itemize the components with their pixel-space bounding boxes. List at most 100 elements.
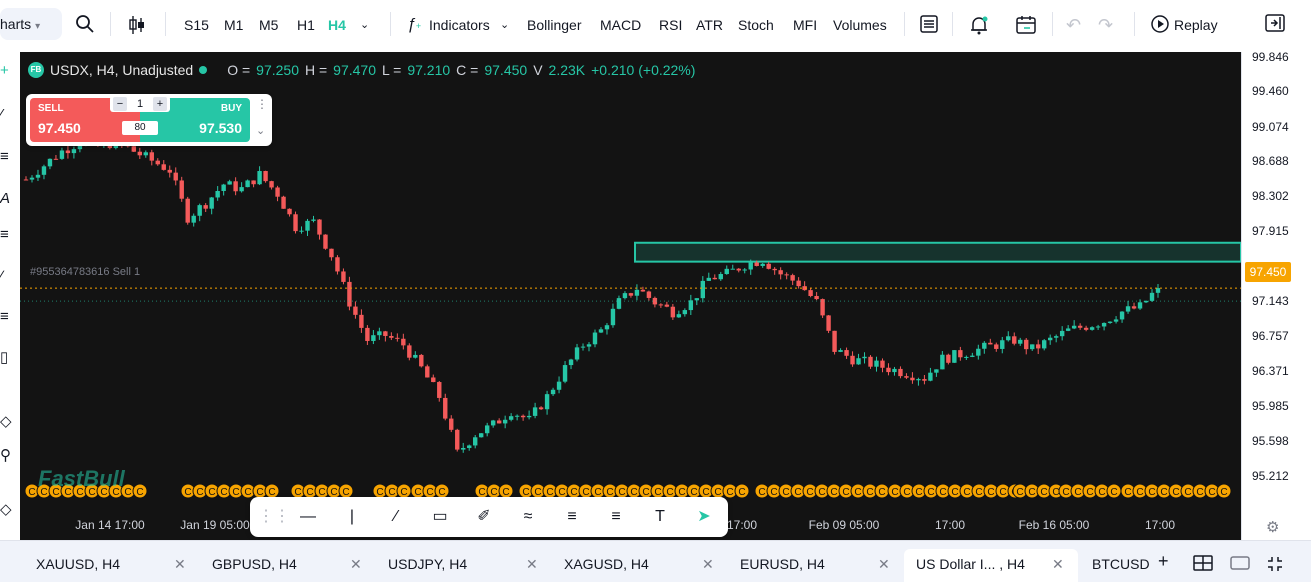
tab-xagusd[interactable]: XAGUSD, H4 ✕ (552, 549, 728, 583)
tab-xauusd[interactable]: XAUUSD, H4 ✕ (24, 549, 200, 583)
timeframe-s15[interactable]: S15 (184, 17, 209, 33)
calendar-replay-icon[interactable] (1015, 14, 1037, 36)
quantity-value[interactable]: 1 (136, 98, 144, 110)
eraser-icon[interactable]: ◇ (0, 413, 12, 430)
candle-body (754, 262, 759, 266)
add-tab-icon[interactable]: + (1158, 551, 1169, 571)
timeframe-h1[interactable]: H1 (297, 17, 315, 33)
close-icon[interactable]: ✕ (1052, 556, 1064, 572)
tab-btcusd[interactable]: BTCUSD (1080, 549, 1156, 583)
timeframe-m1[interactable]: M1 (224, 17, 244, 33)
candles-icon[interactable] (127, 14, 147, 36)
timeframe-chevron-down-icon[interactable]: ⌄ (360, 19, 370, 31)
zoom-icon[interactable]: ⚲ (0, 447, 11, 464)
search-icon[interactable] (75, 14, 95, 36)
fib-retracement-icon[interactable]: ≡ (567, 508, 577, 525)
left-drawing-toolbar: + ⁄ ≡ A ≡ ∕ ≡ ▯ ◇ ⚲ ◇ (0, 50, 20, 566)
candle-body (1101, 322, 1107, 327)
event-marker-glyph: C (502, 487, 509, 498)
time-axis[interactable]: Jan 14 17:00 Jan 19 05:00 17:00 Feb 09 0… (20, 510, 1241, 540)
projection-icon[interactable]: ≡ (0, 226, 9, 243)
indicator-volumes[interactable]: Volumes (833, 17, 887, 33)
candle-body (616, 298, 622, 309)
candle-body (1125, 306, 1131, 312)
tab-eurusd[interactable]: EURUSD, H4 ✕ (728, 549, 904, 583)
text-tool-icon[interactable]: T (655, 508, 665, 525)
close-icon[interactable]: ✕ (174, 556, 186, 572)
candle-body (964, 356, 969, 358)
horizontal-line-icon[interactable]: — (300, 508, 316, 525)
chevron-down-icon[interactable]: ⌄ (256, 125, 266, 137)
layout-template-icon[interactable] (919, 14, 939, 36)
undo-icon[interactable]: ↶ (1066, 15, 1082, 35)
rectangle-icon[interactable]: ▭ (432, 508, 448, 525)
split-layout-icon[interactable] (1193, 555, 1213, 576)
event-marker-glyph: C (40, 487, 47, 498)
brush-icon[interactable]: ✐ (477, 508, 491, 525)
measure-icon[interactable]: ▯ (0, 349, 9, 366)
close-icon[interactable]: ✕ (526, 556, 538, 572)
symbol-title[interactable]: USDX, H4, Unadjusted (50, 62, 194, 78)
panel-toggle-icon[interactable] (1265, 14, 1285, 36)
buy-label: BUY (220, 103, 242, 114)
price-tick: 99.460 (1252, 84, 1289, 98)
timeframe-m5[interactable]: M5 (259, 17, 279, 33)
candle-body (508, 416, 514, 420)
event-marker-glyph: C (52, 487, 59, 498)
indicator-rsi[interactable]: RSI (659, 17, 683, 33)
timeframe-h4[interactable]: H4 (328, 17, 346, 33)
indicators-chevron-down-icon[interactable]: ⌄ (500, 19, 510, 31)
single-layout-icon[interactable] (1230, 555, 1250, 576)
redo-icon[interactable]: ↷ (1098, 15, 1114, 35)
magnet-icon[interactable]: ◇ (0, 501, 12, 518)
indicator-stoch[interactable]: Stoch (738, 17, 774, 33)
fib-icon[interactable]: ≡ (0, 148, 9, 165)
tab-us-dollar-index[interactable]: US Dollar I... , H4 ✕ (904, 549, 1078, 583)
trend-line-icon[interactable]: ⁄ (0, 106, 3, 123)
fullscreen-icon[interactable] (1266, 555, 1284, 578)
close-icon[interactable]: ✕ (350, 556, 362, 572)
buy-button[interactable]: BUY 97.530 (140, 98, 250, 142)
brush-icon[interactable]: ∕ (0, 268, 3, 285)
tab-usdjpy[interactable]: USDJPY, H4 ✕ (376, 549, 552, 583)
indicator-atr[interactable]: ATR (696, 17, 723, 33)
candle-body (1024, 339, 1029, 350)
indicator-bollinger[interactable]: Bollinger (527, 17, 582, 33)
event-marker-glyph: C (878, 487, 885, 498)
indicators-button[interactable]: Indicators (429, 17, 490, 33)
tab-label: USDJPY, H4 (388, 556, 468, 572)
quantity-stepper[interactable]: − 1 + (110, 96, 170, 112)
candle-body (916, 379, 921, 381)
candle-body (47, 158, 53, 167)
indicator-mfi[interactable]: MFI (793, 17, 818, 33)
text-icon[interactable]: ≡ (0, 308, 9, 325)
drag-handle-icon[interactable]: ⋮⋮ (256, 97, 272, 111)
close-icon[interactable]: ✕ (878, 556, 890, 572)
replay-button[interactable]: Replay (1174, 17, 1218, 33)
charts-menu-button[interactable]: harts ▾ (0, 8, 62, 40)
replay-icon[interactable] (1150, 14, 1170, 36)
pattern-icon[interactable]: A (0, 190, 11, 207)
drag-handle-icon[interactable]: ⋮⋮ (258, 508, 290, 525)
alert-bell-icon[interactable] (968, 14, 990, 36)
candle-body (598, 329, 604, 333)
fib-fan-icon[interactable]: ≡ (611, 508, 621, 525)
event-marker-glyph: C (426, 487, 433, 498)
increase-quantity-button[interactable]: + (153, 97, 167, 111)
cursor-pointer-icon[interactable]: ➤ (697, 508, 711, 525)
candle-body (1000, 340, 1005, 349)
indicators-fx-icon[interactable]: ƒ+ (407, 16, 422, 33)
tab-gbpusd[interactable]: GBPUSD, H4 ✕ (200, 549, 376, 583)
close-icon[interactable]: ✕ (702, 556, 714, 572)
order-line-label[interactable]: #955364783616 Sell 1 (30, 266, 141, 278)
vertical-line-icon[interactable]: | (349, 508, 355, 525)
trend-line-icon[interactable]: ∕ (394, 508, 398, 525)
parallel-channel-icon[interactable]: ≈ (523, 508, 533, 525)
indicator-macd[interactable]: MACD (600, 17, 642, 33)
price-axis[interactable]: 99.846 99.460 99.074 98.688 98.302 97.91… (1241, 50, 1303, 540)
crosshair-icon[interactable]: + (0, 62, 9, 79)
settings-gear-icon[interactable]: ⚙ (1266, 519, 1280, 536)
decrease-quantity-button[interactable]: − (113, 97, 127, 111)
